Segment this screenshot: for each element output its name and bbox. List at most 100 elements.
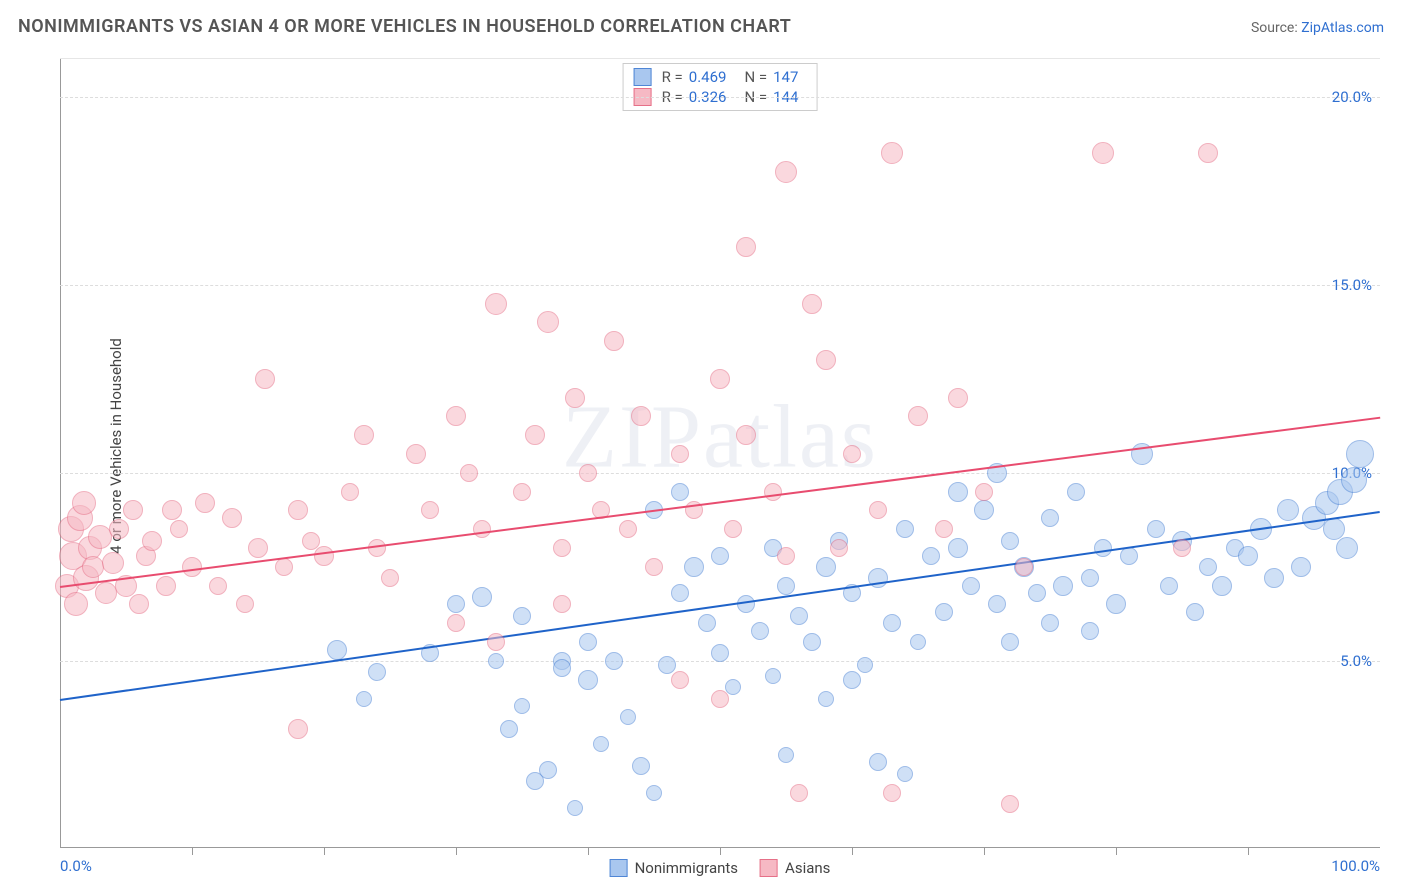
legend-item: Asians	[760, 859, 830, 877]
source-label: Source:	[1251, 20, 1301, 36]
data-point	[222, 508, 242, 528]
x-tick	[192, 847, 193, 855]
data-point	[818, 691, 834, 707]
data-point	[123, 500, 143, 520]
data-point	[567, 800, 583, 816]
data-point	[102, 552, 124, 574]
data-point	[777, 577, 795, 595]
legend-label: Asians	[785, 859, 830, 877]
data-point	[711, 644, 729, 662]
data-point	[421, 501, 439, 519]
x-tick	[1116, 847, 1117, 855]
data-point	[275, 558, 293, 576]
legend-stat-row: R =0.469N =147	[634, 67, 807, 87]
data-point	[1346, 440, 1374, 468]
data-point	[698, 614, 716, 632]
x-tick	[324, 847, 325, 855]
data-point	[803, 633, 821, 651]
data-point	[354, 425, 374, 445]
data-point	[632, 757, 650, 775]
data-point	[843, 671, 861, 689]
data-point	[500, 720, 518, 738]
data-point	[95, 582, 117, 604]
data-point	[935, 603, 953, 621]
data-point	[487, 633, 505, 651]
data-point	[1028, 584, 1046, 602]
data-point	[765, 668, 781, 684]
data-point	[537, 311, 559, 333]
data-point	[72, 491, 96, 515]
legend-series: Nonimmigrants Asians	[610, 859, 831, 877]
data-point	[857, 657, 873, 673]
source-link[interactable]: ZipAtlas.com	[1301, 20, 1384, 36]
data-point	[553, 595, 571, 613]
data-point	[710, 369, 730, 389]
gridline	[60, 285, 1380, 286]
data-point	[1186, 603, 1204, 621]
data-point	[619, 520, 637, 538]
legend-swatch	[634, 68, 652, 86]
data-point	[816, 350, 836, 370]
source-attribution: Source: ZipAtlas.com	[1251, 20, 1384, 36]
data-point	[1001, 795, 1019, 813]
data-point	[327, 640, 347, 660]
r-value: 0.469	[689, 68, 727, 86]
data-point	[1199, 558, 1217, 576]
data-point	[775, 161, 797, 183]
data-point	[778, 747, 794, 763]
data-point	[236, 595, 254, 613]
gridline	[60, 473, 1380, 474]
data-point	[88, 525, 112, 549]
data-point	[1341, 467, 1367, 493]
data-point	[488, 653, 504, 669]
x-tick	[852, 847, 853, 855]
data-point	[764, 483, 782, 501]
data-point	[671, 445, 689, 463]
data-point	[162, 500, 182, 520]
data-point	[869, 501, 887, 519]
data-point	[883, 614, 901, 632]
data-point	[843, 445, 861, 463]
data-point	[883, 784, 901, 802]
data-point	[724, 520, 742, 538]
data-point	[1160, 577, 1178, 595]
data-point	[1106, 594, 1126, 614]
x-axis-min-label: 0.0%	[60, 857, 92, 875]
data-point	[170, 520, 188, 538]
data-point	[381, 569, 399, 587]
data-point	[182, 557, 202, 577]
x-tick	[984, 847, 985, 855]
legend-label: Nonimmigrants	[635, 859, 738, 877]
y-tick-label: 15.0%	[1332, 276, 1372, 294]
x-tick	[1248, 847, 1249, 855]
data-point	[671, 671, 689, 689]
data-point	[156, 576, 176, 596]
data-point	[565, 388, 585, 408]
data-point	[1238, 546, 1258, 566]
data-point	[579, 633, 597, 651]
data-point	[974, 500, 994, 520]
data-point	[406, 444, 426, 464]
data-point	[684, 557, 704, 577]
data-point	[341, 483, 359, 501]
data-point	[368, 663, 386, 681]
data-point	[553, 539, 571, 557]
data-point	[1053, 576, 1073, 596]
data-point	[514, 698, 530, 714]
data-point	[910, 634, 926, 650]
data-point	[593, 736, 609, 752]
y-axis-line	[60, 59, 61, 847]
data-point	[948, 538, 968, 558]
data-point	[935, 520, 953, 538]
data-point	[1094, 539, 1112, 557]
x-tick	[720, 847, 721, 855]
data-point	[830, 539, 848, 557]
data-point	[711, 690, 729, 708]
data-point	[1001, 633, 1019, 651]
data-point	[962, 577, 980, 595]
y-tick-label: 5.0%	[1340, 652, 1372, 670]
data-point	[485, 293, 507, 315]
data-point	[869, 753, 887, 771]
data-point	[1198, 143, 1218, 163]
data-point	[288, 500, 308, 520]
